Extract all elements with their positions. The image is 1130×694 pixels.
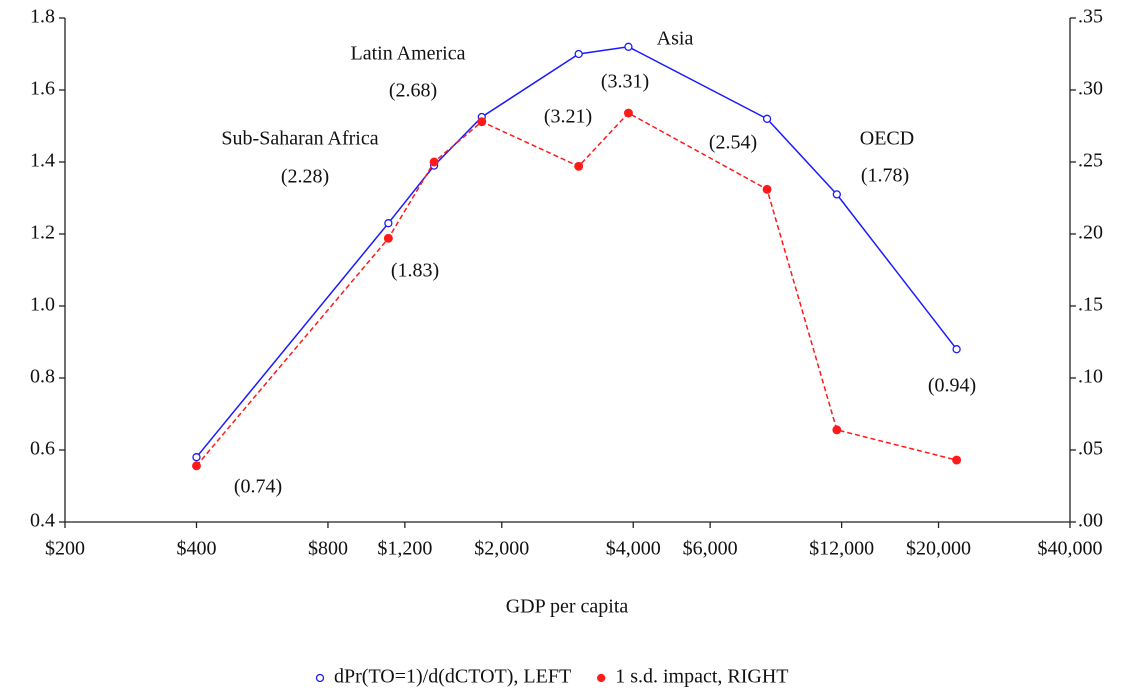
x-tick-label: $200 xyxy=(45,538,85,560)
x-tick-label: $12,000 xyxy=(809,538,874,560)
y-tick-label: 0.6 xyxy=(30,438,55,460)
y2-tick-label: .10 xyxy=(1078,366,1103,388)
annotation: OECD xyxy=(860,128,914,150)
point xyxy=(574,161,584,171)
y2-tick-label: .35 xyxy=(1078,6,1103,28)
point xyxy=(624,42,633,51)
y-tick-label: 0.8 xyxy=(30,366,55,388)
y2-tick-label: .20 xyxy=(1078,222,1103,244)
legend-label: dPr(TO=1)/d(dCTOT), LEFT xyxy=(334,666,571,688)
y-tick-label: 0.4 xyxy=(30,510,55,532)
point xyxy=(623,108,633,118)
point xyxy=(192,453,201,462)
annotation: (0.94) xyxy=(928,375,976,397)
y2-tick-label: .00 xyxy=(1078,510,1103,532)
annotation: (1.78) xyxy=(861,165,909,187)
x-tick-label: $40,000 xyxy=(1038,538,1103,560)
y2-tick-label: .30 xyxy=(1078,78,1103,100)
x-tick-label: $2,000 xyxy=(474,538,529,560)
y-tick-label: 1.6 xyxy=(30,78,55,100)
point xyxy=(762,114,772,123)
x-tick-label: $1,200 xyxy=(377,538,432,560)
point xyxy=(574,49,583,59)
annotation: (2.54) xyxy=(709,132,757,154)
annotation: (2.28) xyxy=(281,166,329,188)
point xyxy=(832,190,841,199)
y-tick-label: 1.4 xyxy=(30,150,55,172)
y-tick-label: 1.2 xyxy=(30,222,55,244)
x-tick-label: $4,000 xyxy=(606,538,661,560)
y2-tick-label: .15 xyxy=(1078,294,1103,316)
y2-tick-label: .25 xyxy=(1078,150,1103,172)
annotation: (2.68) xyxy=(389,80,437,102)
x-axis-label: GDP per capita xyxy=(506,596,629,618)
legend-marker xyxy=(315,673,325,683)
annotation: Latin America xyxy=(351,43,466,65)
x-tick-label: $400 xyxy=(176,538,216,560)
legend-marker xyxy=(597,673,606,683)
point xyxy=(952,345,961,354)
y-tick-label: 1.8 xyxy=(30,6,55,28)
annotation: Asia xyxy=(657,28,694,50)
x-tick-label: $20,000 xyxy=(906,538,971,560)
point xyxy=(762,184,772,194)
x-tick-label: $6,000 xyxy=(683,538,738,560)
annotation: Sub-Saharan Africa xyxy=(221,128,378,150)
annotation: (3.31) xyxy=(601,71,649,93)
y-tick-label: 1.0 xyxy=(30,294,55,316)
point xyxy=(477,117,487,127)
x-tick-label: $800 xyxy=(308,538,348,560)
point xyxy=(832,425,842,435)
y2-tick-label: .05 xyxy=(1078,438,1103,460)
point xyxy=(952,455,962,465)
legend-label: 1 s.d. impact, RIGHT xyxy=(615,666,788,688)
point xyxy=(429,157,439,167)
point xyxy=(384,219,393,228)
annotation: (1.83) xyxy=(391,260,439,282)
point xyxy=(192,461,201,471)
annotation: (0.74) xyxy=(234,476,282,498)
point xyxy=(383,233,393,243)
annotation: (3.21) xyxy=(544,106,592,128)
